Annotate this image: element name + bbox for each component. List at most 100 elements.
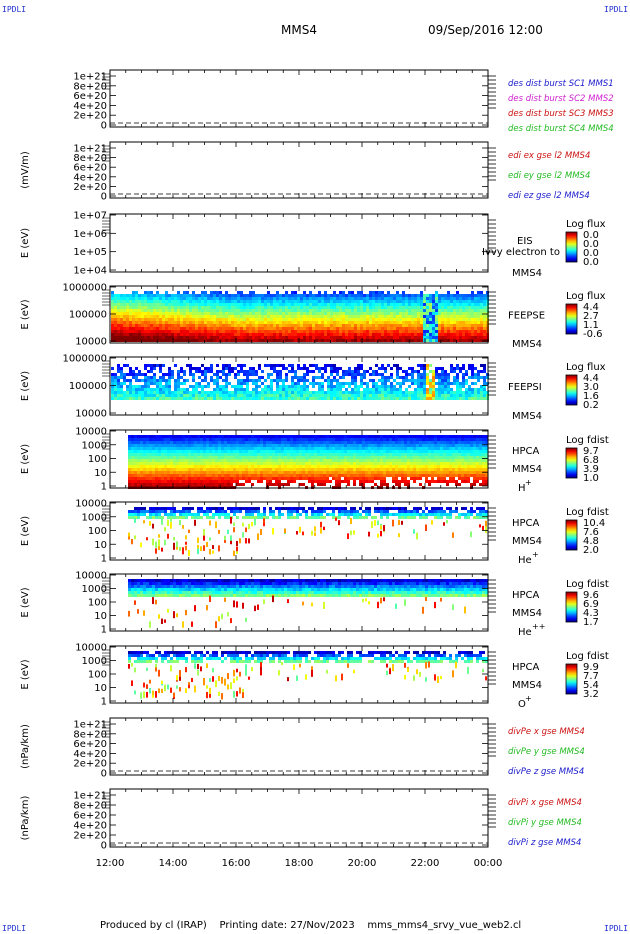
frame-edi <box>109 141 489 199</box>
xtick-label: 22:00 <box>411 858 440 869</box>
ytick-label: 8e+20 <box>73 801 107 812</box>
colorbar-title: Log flux <box>566 362 606 373</box>
ytick-label: 100 <box>88 526 107 537</box>
instrument-label: HPCA <box>512 590 540 601</box>
spacecraft-label: MMS4 <box>512 536 542 547</box>
frame-divpi <box>109 788 489 848</box>
ytick-label: 1 <box>101 482 107 493</box>
instrument-label: FEEPSI <box>508 382 542 393</box>
colorbar-tick-label: 4.4 <box>583 373 599 384</box>
xtick-label: 14:00 <box>159 858 188 869</box>
overlay-label: Ivvy electron to <box>482 247 560 258</box>
corner-label-top-left: IPDLI <box>2 5 27 14</box>
ytick-label: 1e+05 <box>73 247 107 258</box>
ylabel-divpi: (nPa/km) <box>20 796 31 841</box>
ytick-label: 1000000 <box>62 283 107 294</box>
ytick-label: 100000 <box>69 381 107 392</box>
panel-eis: 1e+07 1e+06 1e+05 1e+04 E (eV) EIS MMS4 Ivvy el… <box>20 211 606 280</box>
xtick-label: 16:00 <box>222 858 251 869</box>
legend-entry: divPe y gse MMS4 <box>508 747 585 757</box>
spacecraft-label: MMS4 <box>512 411 542 422</box>
species-label: He <box>518 627 532 638</box>
colorbar-title: Log flux <box>566 219 606 230</box>
colorbar-tick-label: 3.9 <box>583 464 599 475</box>
ytick-label: 2e+20 <box>73 831 107 842</box>
colorbar-tick-label: 9.7 <box>583 446 599 457</box>
corner-label-bottom-left: IPDLI <box>2 924 27 933</box>
frame-des_dist <box>109 69 489 128</box>
footer: Produced by cl (IRAP) Printing date: 27/… <box>100 920 521 931</box>
ytick-label: 2e+20 <box>73 759 107 770</box>
colorbar-tick-label: 9.6 <box>583 590 599 601</box>
ytick-label: 2e+20 <box>73 182 107 193</box>
instrument-label: HPCA <box>512 518 540 529</box>
ytick-label: 1e+21 <box>73 791 107 802</box>
ytick-label: 0 <box>101 769 107 780</box>
colorbar-tick-label: 6.9 <box>583 599 599 610</box>
colorbar-tick-label: 0.2 <box>583 400 599 411</box>
colorbar-tick-label: 3.2 <box>583 689 599 700</box>
frame-eis <box>109 213 489 273</box>
colorbar-title: Log fdist <box>566 651 609 662</box>
ytick-label: 10000 <box>75 499 107 510</box>
ytick-label: 1e+21 <box>73 144 107 155</box>
colorbar-tick-label: 4.3 <box>583 608 599 619</box>
ytick-label: 10 <box>94 683 107 694</box>
ytick-label: 10 <box>94 468 107 479</box>
ytick-label: 10000 <box>75 571 107 582</box>
spacecraft-label: MMS4 <box>512 464 542 475</box>
ylabel-eis: E (eV) <box>20 228 31 258</box>
ytick-label: 6e+20 <box>73 91 107 102</box>
xtick-label: 00:00 <box>474 858 503 869</box>
ylabel-hpca_h: E (eV) <box>20 444 31 474</box>
colorbar-tick-label: 2.0 <box>583 545 599 556</box>
panel-feepse: 1000000 100000 10000 E (eV) FEEPSE MMS4 Log fl… <box>20 283 606 351</box>
spacecraft-label: MMS4 <box>512 680 542 691</box>
colorbar-tick-label: 0.0 <box>583 230 599 241</box>
colorbar-tick-label: 7.6 <box>583 527 599 538</box>
ytick-label: 6e+20 <box>73 811 107 822</box>
instrument-label: EIS <box>517 236 533 247</box>
ytick-label: 100000 <box>69 310 107 321</box>
ytick-label: 8e+20 <box>73 153 107 164</box>
colorbar-tick-label: 1.7 <box>583 617 599 628</box>
colorbar-title: Log fdist <box>566 507 609 518</box>
ytick-label: 1 <box>101 554 107 565</box>
ytick-label: 8e+20 <box>73 81 107 92</box>
spectrogram-hpca_h <box>128 435 488 489</box>
xtick-label: 12:00 <box>96 858 125 869</box>
panel-feepsi: 1000000 100000 10000 E (eV) FEEPSI MMS4 Log fl… <box>20 354 606 423</box>
instrument-label: HPCA <box>512 446 540 457</box>
species-charge-label: + <box>525 478 532 487</box>
colorbar-tick-label: 9.9 <box>583 662 599 673</box>
ytick-label: 0 <box>101 192 107 203</box>
ylabel-divpe: (nPa/km) <box>20 724 31 769</box>
ylabel-hpca_o: E (eV) <box>20 659 31 689</box>
legend-entry: edi ey gse l2 MMS4 <box>508 171 590 181</box>
legend-entry: des dist burst SC1 MMS1 <box>508 79 614 89</box>
colorbar-tick-label: 4.4 <box>583 302 599 313</box>
ytick-label: 4e+20 <box>73 749 107 760</box>
panel-hpca_he2: 10000 1000 100 10 1 E (eV) HPCA MMS4 He++ Log fdi… <box>20 571 609 639</box>
ytick-label: 1000 <box>82 584 107 595</box>
legend-entry: des dist burst SC4 MMS4 <box>508 124 614 134</box>
ytick-label: 1000 <box>82 440 107 451</box>
panel-hpca_he1: 10000 1000 100 10 1 E (eV) HPCA MMS4 He+ Log fdis… <box>20 499 609 567</box>
legend-entry: divPe x gse MMS4 <box>508 727 585 737</box>
xtick-label: 20:00 <box>348 858 377 869</box>
legend-entry: edi ex gse l2 MMS4 <box>508 151 590 161</box>
colorbar-tick-label: 6.8 <box>583 455 599 466</box>
ytick-label: 1000 <box>82 656 107 667</box>
colorbar-tick-label: 5.4 <box>583 680 599 691</box>
colorbar <box>565 591 578 623</box>
ytick-label: 2e+20 <box>73 111 107 122</box>
legend-entry: des dist burst SC3 MMS3 <box>508 109 614 119</box>
ytick-label: 8e+20 <box>73 729 107 740</box>
ytick-label: 10 <box>94 611 107 622</box>
ylabel-feepse: E (eV) <box>20 299 31 329</box>
colorbar-title: Log fdist <box>566 435 609 446</box>
corner-label-top-right: IPDLI <box>604 5 629 14</box>
colorbar-tick-label: 7.7 <box>583 671 599 682</box>
